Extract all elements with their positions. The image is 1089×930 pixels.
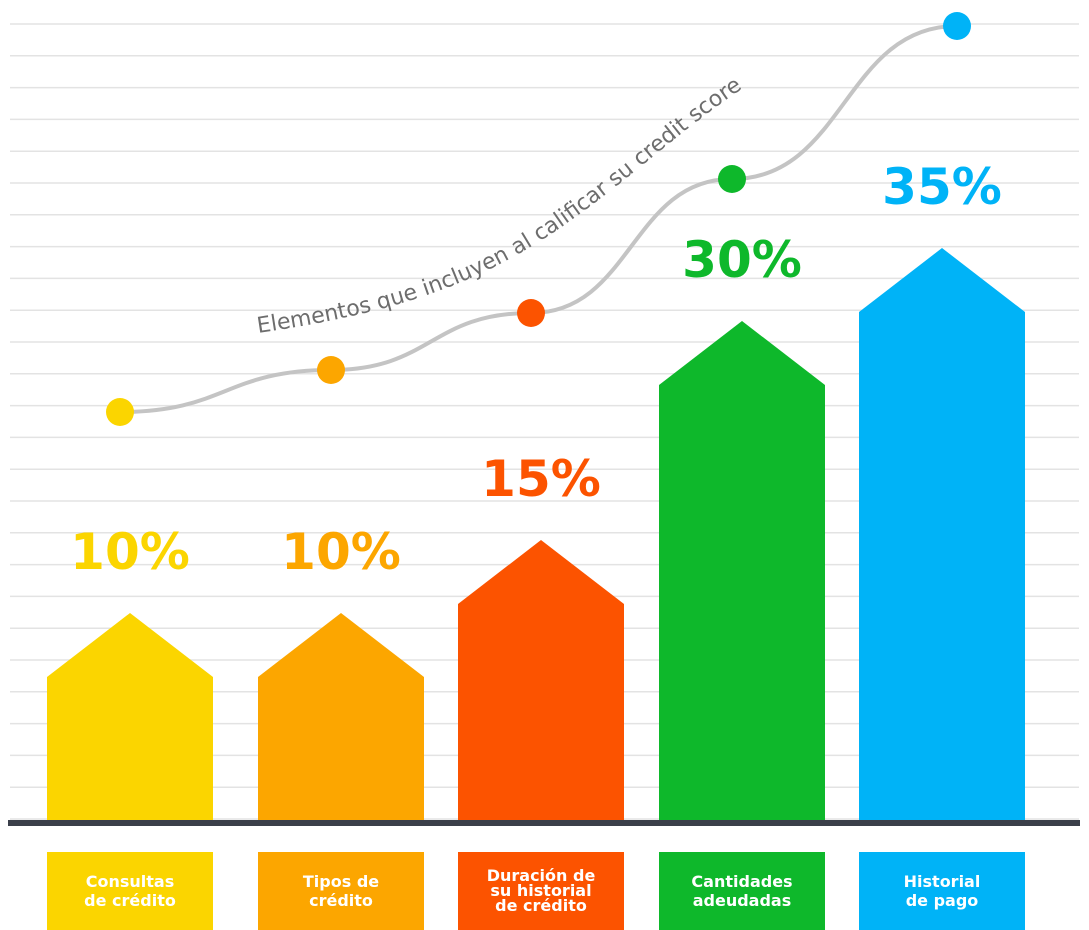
bar	[258, 613, 424, 823]
category-label: Historial de pago	[904, 872, 981, 910]
bar	[659, 321, 825, 823]
data-label: 10%	[70, 523, 190, 581]
trend-point	[317, 356, 345, 384]
category-box	[659, 852, 825, 930]
data-label: 35%	[882, 158, 1002, 216]
category-label-line: Historial	[904, 872, 981, 891]
category-box	[859, 852, 1025, 930]
category-label: Tipos de crédito	[303, 872, 379, 910]
category-label-line: crédito	[309, 891, 373, 910]
category-box	[47, 852, 213, 930]
category-label-line: Consultas	[86, 872, 175, 891]
category-label-line: su historial	[490, 881, 591, 900]
trend-point	[106, 398, 134, 426]
category-label-line: Duración de	[487, 866, 596, 885]
category-label-line: de crédito	[84, 891, 176, 910]
trend-line-label-path: Elementos que incluyen al calificar su c…	[255, 73, 746, 339]
trend-point	[517, 299, 545, 327]
data-label: 10%	[281, 523, 401, 581]
category-label-line: Tipos de	[303, 872, 379, 891]
bar	[859, 248, 1025, 823]
category-box	[258, 852, 424, 930]
trend-point	[943, 12, 971, 40]
category-label: Consultas de crédito	[84, 872, 176, 910]
category-label-line: Cantidades	[691, 872, 792, 891]
bar	[458, 540, 624, 823]
category-label-line: de pago	[906, 891, 979, 910]
trend-point	[718, 165, 746, 193]
category-box	[458, 852, 624, 930]
bar	[47, 613, 213, 823]
trend-line-label: Elementos que incluyen al calificar su c…	[255, 73, 746, 339]
category-label-line: adeudadas	[693, 891, 792, 910]
category-label: Cantidades adeudadas	[691, 872, 792, 910]
category-label: Duración de su historial de crédito	[487, 866, 596, 915]
category-label-line: de crédito	[495, 896, 587, 915]
data-label: 15%	[481, 450, 601, 508]
trend-line	[119, 24, 958, 414]
x-axis	[8, 820, 1080, 826]
data-label: 30%	[682, 231, 802, 289]
